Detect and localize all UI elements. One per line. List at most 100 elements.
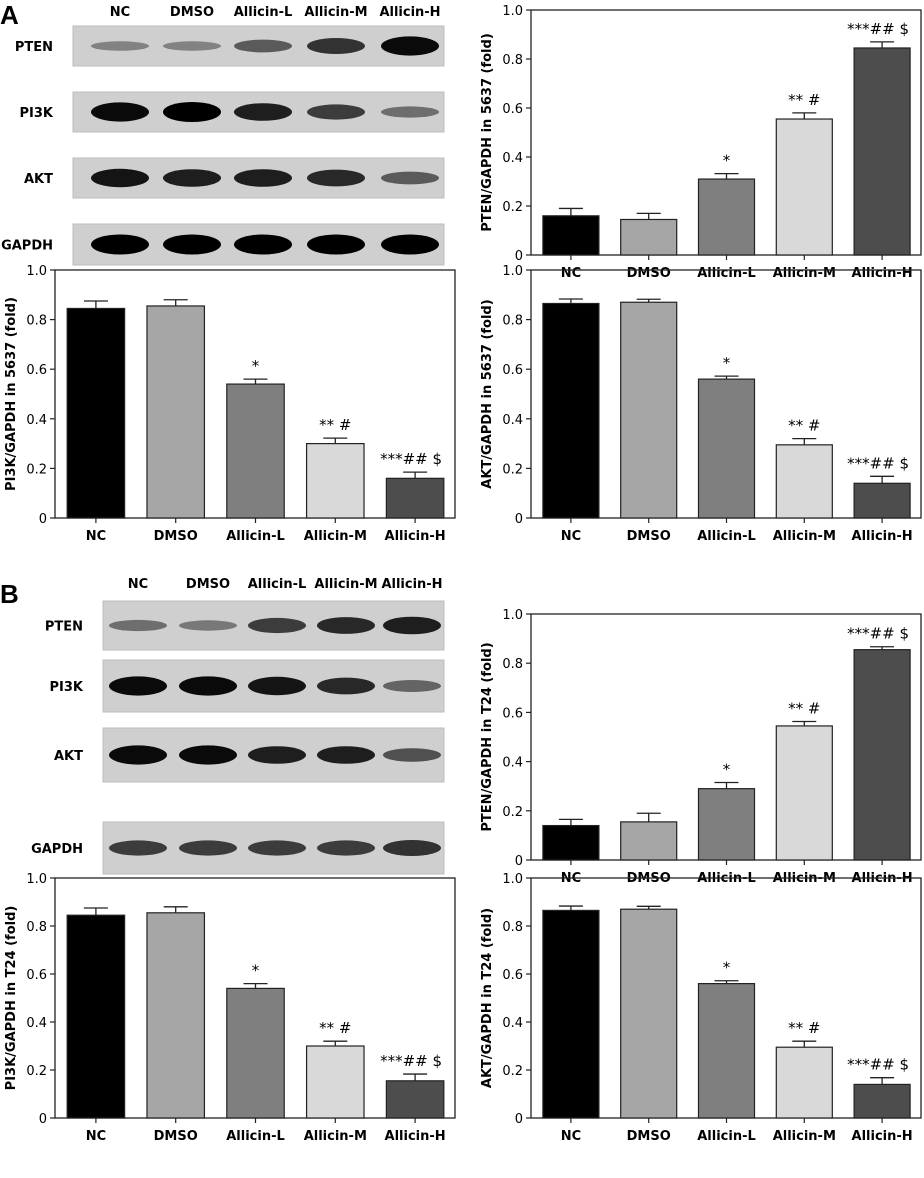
y-tick-label: 0.8 [502,314,523,329]
y-tick-label: 0.8 [502,657,523,672]
x-tick-label: Allicin-L [226,529,285,544]
y-tick-label: 0.6 [26,968,47,983]
significance-label: * [723,761,731,779]
significance-label: ***## $ [847,20,909,38]
lane-label: Allicin-L [248,577,307,592]
significance-label: ***## $ [847,625,909,643]
blot-band [163,234,221,255]
y-tick-label: 1.0 [502,4,523,19]
bar-allicin-l [697,982,756,1119]
bar-allicin-l [697,178,756,256]
y-tick-label: 1.0 [26,264,47,279]
panel-label-a: A [0,0,19,30]
y-axis-label: PI3K/GAPDH in 5637 (fold) [4,297,19,491]
lane-label: Allicin-M [304,5,367,20]
y-tick-label: 0 [515,1112,523,1127]
bar-nc [542,824,600,861]
y-tick-label: 0.4 [502,756,523,771]
y-tick-label: 0.2 [502,462,523,477]
significance-label: * [723,354,731,372]
y-tick-label: 0.2 [502,200,523,215]
significance-label: ** # [319,416,351,434]
blot-band [91,102,149,122]
y-tick-label: 0.6 [502,102,523,117]
y-tick-label: 0.6 [502,706,523,721]
x-tick-label: Allicin-L [226,1129,285,1144]
protein-label: AKT [24,172,53,187]
blot-band [91,234,149,255]
bar-allicin-m [305,1045,365,1119]
x-tick-label: Allicin-H [852,529,913,544]
protein-label: AKT [54,749,83,764]
blot-band [109,619,167,632]
x-tick-label: DMSO [154,1129,198,1144]
bar-allicin-m [775,118,833,256]
y-tick-label: 1.0 [502,608,523,623]
blot-band [248,617,306,634]
significance-label: * [723,152,731,170]
significance-label: ** # [788,91,820,109]
significance-label: ***## $ [847,454,909,472]
y-tick-label: 0.2 [502,1064,523,1079]
blot-band [317,617,375,634]
lane-label: Allicin-H [379,5,440,20]
x-tick-label: Allicin-H [385,529,446,544]
y-tick-label: 0 [515,249,523,264]
y-axis-label: AKT/GAPDH in 5637 (fold) [480,299,495,488]
y-tick-label: 0 [39,1112,47,1127]
blot-band [307,38,365,54]
lane-label: Allicin-H [381,577,442,592]
bar-allicin-h [385,1080,445,1119]
blot-band [381,171,439,185]
y-tick-label: 0 [39,512,47,527]
blot-band [163,41,221,51]
lane-label: Allicin-M [314,577,377,592]
y-tick-label: 0.2 [26,1064,47,1079]
blot-band [383,748,441,762]
y-axis-label: PTEN/GAPDH in 5637 (fold) [480,33,495,232]
x-tick-label: NC [561,266,581,281]
x-tick-label: NC [86,529,106,544]
x-tick-label: NC [561,1129,581,1144]
blot-band [248,840,306,856]
y-tick-label: 0.2 [26,462,47,477]
blot-band [381,234,439,255]
x-tick-label: NC [561,529,581,544]
blot-band [234,39,292,53]
x-tick-label: Allicin-H [385,1129,446,1144]
protein-label: PI3K [50,680,84,695]
bar-dmso [620,301,678,519]
y-tick-label: 0.8 [502,920,523,935]
x-tick-label: Allicin-M [773,1129,836,1144]
y-tick-label: 1.0 [502,872,523,887]
y-axis-label: PTEN/GAPDH in T24 (fold) [480,642,495,831]
x-tick-label: Allicin-M [304,1129,367,1144]
blot-band [179,840,237,856]
y-tick-label: 0.6 [502,363,523,378]
y-axis-label: PI3K/GAPDH in T24 (fold) [4,906,19,1091]
y-axis-label: AKT/GAPDH in T24 (fold) [480,908,495,1088]
blot-band [317,746,375,764]
blot-band [248,676,306,696]
y-tick-label: 0 [515,854,523,869]
blot-band [381,36,439,56]
x-tick-label: Allicin-L [697,1129,756,1144]
protein-label: GAPDH [31,842,83,857]
bar-dmso [620,821,678,861]
blot-band [383,840,441,856]
blot-band [234,169,292,187]
lane-label: DMSO [186,577,230,592]
y-tick-label: 0.4 [502,1016,523,1031]
blot-band [317,840,375,856]
blot-band [248,746,306,764]
protein-label: PTEN [15,40,53,55]
bar-allicin-h [385,477,445,519]
blot-band [383,616,441,635]
y-tick-label: 0.8 [26,314,47,329]
lane-label: NC [128,577,148,592]
lane-label: NC [110,5,130,20]
blot-band [179,745,237,765]
x-tick-label: DMSO [627,1129,671,1144]
bar-allicin-h [853,47,911,256]
x-tick-label: Allicin-L [697,266,756,281]
